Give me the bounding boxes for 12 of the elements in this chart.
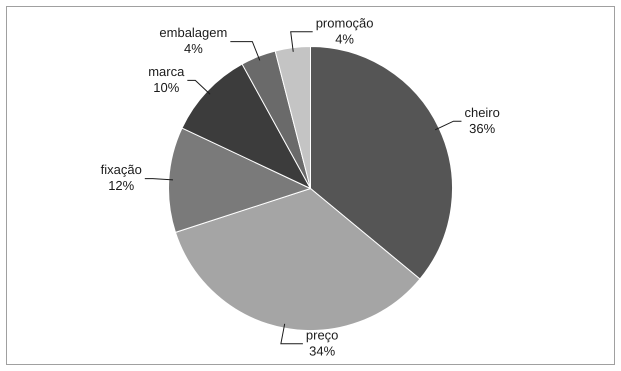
data-label: 4% [335, 31, 354, 46]
slice-label: cheiro [464, 104, 500, 120]
slice-label: preço [306, 327, 338, 342]
data-label: 4% [184, 41, 204, 56]
slice-label: embalagem [159, 25, 228, 40]
data-label: 12% [108, 178, 135, 194]
data-label: 36% [469, 120, 496, 136]
slice-label: marca [148, 64, 186, 79]
data-label: 10% [153, 80, 180, 95]
data-label: 34% [309, 343, 336, 358]
slice-label: fixação [100, 162, 142, 178]
slice-label: promoção [316, 15, 374, 30]
